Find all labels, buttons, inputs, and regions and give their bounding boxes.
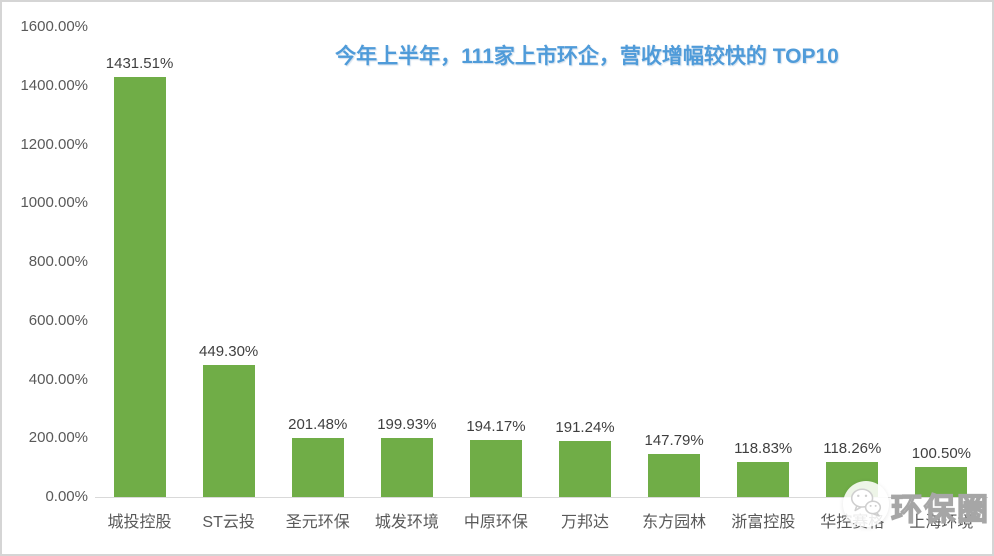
watermark: 环保圈 [843, 481, 990, 529]
bar-slot: 194.17% [451, 27, 540, 497]
bar [648, 453, 701, 497]
x-axis-baseline [95, 497, 988, 498]
watermark-badge [843, 481, 889, 527]
bar-value-label: 199.93% [377, 416, 437, 434]
y-tick-label: 1000.00% [20, 194, 88, 212]
bar-slot: 1431.51% [95, 27, 184, 497]
x-category-label: ST云投 [202, 514, 255, 531]
bar-value-label: 449.30% [199, 343, 259, 361]
x-category-label: 上海环境 [909, 514, 974, 531]
x-category-label: 万邦达 [561, 514, 610, 531]
chart-title: 今年上半年，111家上市环企，营收增幅较快的 TOP10 [335, 45, 839, 68]
bar-slot: 201.48% [273, 27, 362, 497]
bar-slot: 118.83% [719, 27, 808, 497]
bar-slot: 449.30% [184, 27, 273, 497]
bar-value-label: 194.17% [466, 417, 526, 435]
bar-value-label: 118.26% [823, 440, 882, 458]
bar-slot: 118.26% [808, 27, 897, 497]
x-category-label: 城投控股 [107, 514, 172, 531]
bar-value-label: 100.50% [911, 445, 971, 463]
y-tick-label: 0.00% [45, 488, 88, 505]
bar [113, 76, 166, 497]
y-tick-label: 1200.00% [20, 135, 88, 153]
x-category-label: 东方园林 [642, 514, 707, 531]
y-axis: 1600.00% 1400.00% 1200.00% 1000.00% 800.00% 6… [2, 2, 90, 554]
bar [559, 440, 612, 497]
y-tick-label: 1600.00% [20, 18, 88, 35]
bar-slot: 100.50% [897, 27, 986, 497]
bar-value-label: 1431.51% [105, 54, 174, 72]
bar [469, 439, 522, 497]
bar [915, 467, 968, 497]
bar-value-label: 147.79% [644, 431, 704, 449]
y-tick-label: 200.00% [28, 429, 88, 447]
y-tick-label: 600.00% [28, 311, 88, 329]
bar-value-label: 118.83% [734, 440, 793, 458]
bar-value-label: 201.48% [288, 415, 348, 433]
y-tick-label: 1400.00% [20, 76, 88, 94]
x-category-label: 城发环境 [374, 514, 439, 531]
bar [737, 462, 790, 497]
plot-area: 1431.51% 449.30% 201.48% 199.93% 194.17% 191.… [95, 27, 986, 497]
bar-slot: 199.93% [362, 27, 451, 497]
bar [380, 438, 433, 497]
x-category-label: 圣元环保 [285, 514, 350, 531]
bar-slot: 191.24% [540, 27, 629, 497]
y-tick-label: 800.00% [28, 253, 88, 270]
watermark-text: 环保圈 [890, 491, 990, 527]
y-tick-label: 400.00% [28, 370, 88, 388]
bar [202, 365, 255, 497]
x-category-label: 中原环保 [463, 514, 528, 531]
wechat-chat-bubbles-icon [849, 486, 883, 523]
bar-value-label: 191.24% [555, 418, 615, 436]
bar [291, 437, 344, 497]
bar-slot: 147.79% [630, 27, 719, 497]
x-category-label: 浙富控股 [731, 514, 796, 531]
